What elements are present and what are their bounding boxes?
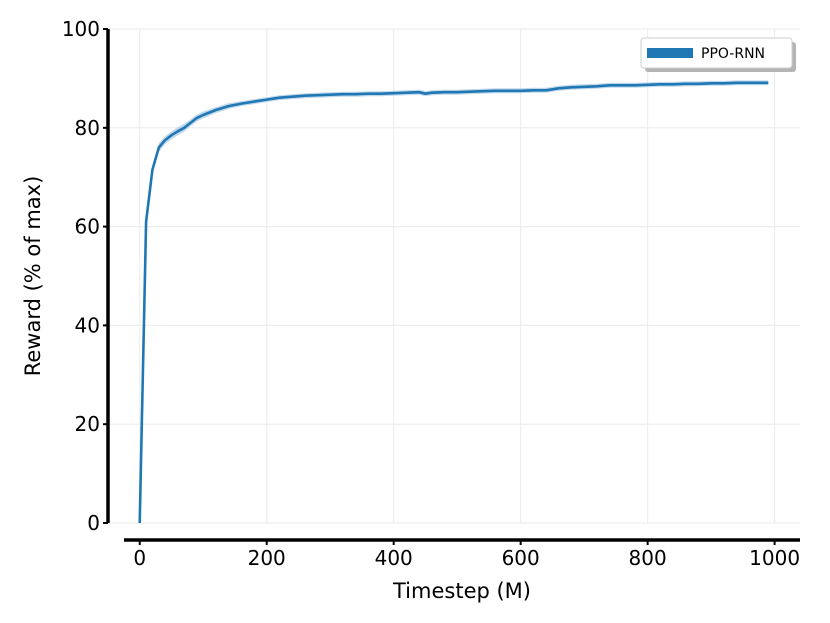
x-tick-label: 200 (248, 546, 286, 570)
confidence-band-layer (139, 80, 769, 524)
y-tick-label: 60 (75, 215, 100, 239)
y-tick-label: 80 (75, 116, 100, 140)
legend-box (640, 37, 793, 69)
legend: PPO-RNN (640, 37, 796, 72)
series-confidence-band (139, 80, 769, 524)
y-tick-label: 100 (62, 17, 100, 41)
legend-swatch (647, 48, 693, 58)
grid-layer (108, 28, 800, 524)
legend-label-ppo-rnn: PPO-RNN (701, 46, 765, 62)
x-tick-label: 600 (502, 546, 540, 570)
series-line-layer (138, 81, 769, 524)
y-tick-label: 0 (87, 511, 100, 535)
x-axis-label: Timestep (M) (392, 579, 531, 603)
x-tick-label: 800 (629, 546, 667, 570)
y-tick-label: 20 (75, 412, 100, 436)
tick-layer: 0 200 400 600 800 1000 0 20 40 60 80 100 (62, 17, 800, 570)
x-tick-label: 0 (133, 546, 146, 570)
x-tick-label: 400 (375, 546, 413, 570)
series-line-ppo-rnn (138, 81, 769, 524)
y-axis-label: Reward (% of max) (21, 176, 45, 377)
x-tick-label: 1000 (749, 546, 800, 570)
y-tick-label: 40 (75, 313, 100, 337)
axes-layer (106, 29, 800, 542)
